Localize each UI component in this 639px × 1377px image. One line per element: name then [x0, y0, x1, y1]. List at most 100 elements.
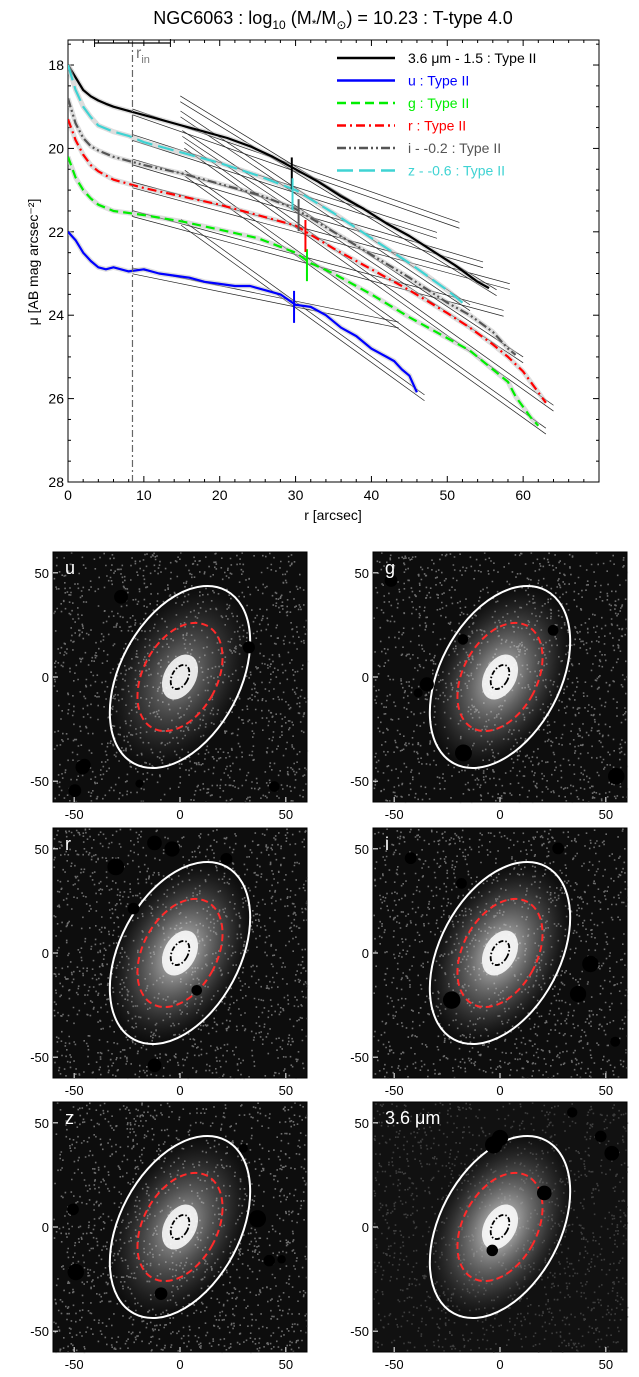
galaxy-core [161, 1204, 199, 1250]
panel-y-tick-label: -50 [30, 1050, 49, 1065]
panel-y-tick-label: 0 [42, 1220, 49, 1235]
panel-y-tick-label: -50 [350, 1324, 369, 1339]
masked-star [604, 1145, 620, 1161]
panel-y-tick-label: 0 [42, 670, 49, 685]
r-in-marker: rin [94, 39, 171, 482]
x-axis-ticks: 0 10 20 30 40 50 60 [64, 40, 585, 503]
panel-y-tick-label: 50 [35, 1116, 49, 1131]
masked-star [536, 1185, 552, 1201]
panel-x-tick-label: 50 [599, 1083, 613, 1098]
inner-fit-line [132, 210, 504, 311]
masked-star [239, 1143, 248, 1153]
masked-star [67, 1203, 79, 1216]
panel-noise [373, 552, 629, 804]
series-line [68, 64, 490, 290]
panel-label: 3.6 μm [385, 1108, 440, 1128]
masked-star [114, 589, 128, 604]
panel-x-tick-label: 0 [176, 1083, 183, 1098]
panel-y-tick-label: -50 [350, 774, 369, 789]
x-tick-label: 50 [439, 487, 455, 503]
masked-star [127, 902, 140, 915]
title-slash: /M [316, 8, 336, 28]
break-ellipse [136, 1171, 224, 1283]
masked-star [552, 842, 565, 855]
masked-star [384, 574, 398, 587]
masked-star [442, 991, 461, 1009]
panel-noise [53, 1102, 308, 1354]
panel-y-tick-label: 0 [362, 670, 369, 685]
y-tick-label: 18 [48, 57, 64, 73]
masked-star [107, 858, 125, 876]
panel-y-tick-label: 0 [362, 1220, 369, 1235]
panel-x-tick-label: 0 [496, 1357, 503, 1372]
panel-x-tick-label: -50 [65, 807, 84, 822]
outer-ellipse [428, 1135, 572, 1319]
masked-star [242, 641, 255, 654]
panel-x-tick-label: 50 [279, 807, 293, 822]
panel-y-tick-label: 50 [35, 566, 49, 581]
masked-star [191, 984, 203, 996]
legend-label: 3.6 μm - 1.5 : Type II [408, 50, 536, 66]
image-panel: z -50 0 50 50 0 -50 [30, 1101, 308, 1372]
masked-star [547, 624, 559, 636]
masked-star [67, 1263, 85, 1281]
x-tick-label: 0 [64, 487, 72, 503]
inner-ellipse [489, 940, 511, 966]
inner-ellipse [169, 664, 191, 690]
break-ellipse [456, 897, 544, 1009]
break-ellipse [456, 621, 544, 733]
x-tick-label: 10 [136, 487, 152, 503]
masked-star [68, 784, 82, 797]
series-error-band [68, 230, 420, 394]
panel-y-tick-label: -50 [30, 774, 49, 789]
outer-fit-line [184, 142, 554, 406]
masked-star [567, 1107, 578, 1118]
masked-star [263, 1254, 275, 1267]
masked-star [147, 835, 162, 851]
y-axis-ticks: 18 20 22 24 26 28 [48, 43, 599, 490]
masked-star [404, 852, 417, 865]
image-panel: g -50 0 50 50 0 -50 [350, 551, 629, 822]
panel-y-tick-label: -50 [350, 1050, 369, 1065]
panel-x-tick-label: 50 [279, 1083, 293, 1098]
outer-fit-line [184, 175, 547, 435]
inner-ellipse [489, 1214, 511, 1240]
masked-star [607, 767, 625, 785]
legend-label: i - -0.2 : Type II [408, 140, 501, 156]
r-in-label: rin [136, 45, 150, 66]
outer-ellipse [428, 585, 572, 769]
galaxy-core [161, 654, 199, 700]
title-sun: ⊙ [336, 18, 346, 32]
break-markers [290, 157, 308, 323]
panel-label: z [65, 1108, 74, 1128]
x-axis-label: r [arcsec] [304, 507, 362, 523]
x-tick-label: 40 [364, 487, 380, 503]
panel-label: i [385, 834, 389, 854]
galaxy-core [481, 930, 519, 976]
panel-x-tick-label: 50 [599, 1357, 613, 1372]
inner-ellipse [169, 940, 191, 966]
plot-frame [67, 39, 600, 483]
legend-label: g : Type II [408, 95, 469, 111]
masked-star [457, 634, 469, 645]
masked-star [484, 1136, 503, 1154]
break-ellipse [456, 1171, 544, 1283]
masked-star [454, 744, 472, 762]
galaxy-core [481, 1204, 519, 1250]
panel-x-tick-label: 0 [176, 1357, 183, 1372]
legend: 3.6 μm - 1.5 : Type II u : Type II g : Typ… [337, 50, 536, 179]
data-series [68, 63, 548, 428]
outer-ellipse [428, 861, 572, 1045]
panel-y-tick-label: -50 [30, 1324, 49, 1339]
y-tick-label: 20 [48, 140, 64, 156]
panel-y-tick-label: 50 [355, 1116, 369, 1131]
title-pre: NGC6063 : log [153, 8, 272, 28]
masked-star [456, 878, 467, 889]
image-panel: i -50 0 50 50 0 -50 [350, 827, 629, 1098]
masked-star [164, 841, 180, 857]
panel-x-tick-label: 50 [599, 807, 613, 822]
masked-star [486, 1244, 499, 1257]
panel-x-tick-label: 0 [496, 1083, 503, 1098]
